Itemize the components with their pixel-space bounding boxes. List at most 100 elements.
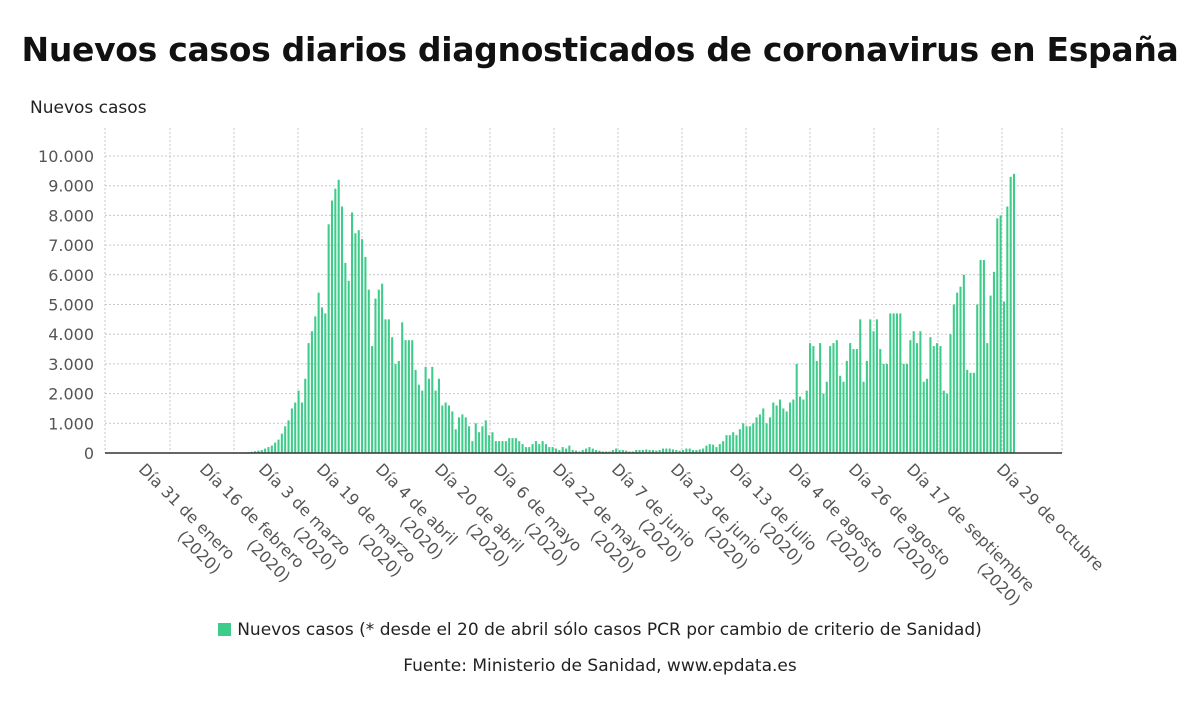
bar: [451, 411, 454, 453]
bar: [929, 337, 932, 453]
bar: [849, 343, 852, 453]
bar: [538, 444, 541, 453]
bar: [287, 420, 290, 453]
bar: [431, 366, 434, 453]
bar: [518, 441, 521, 453]
bar: [320, 307, 323, 453]
bar: [494, 441, 497, 453]
bar: [912, 331, 915, 453]
bar: [778, 399, 782, 453]
bar: [658, 450, 661, 453]
bar: [394, 363, 397, 453]
bar: [397, 360, 400, 453]
bar: [768, 417, 771, 453]
bar: [959, 286, 962, 453]
bar: [895, 313, 899, 453]
bar: [260, 450, 263, 453]
bar: [742, 423, 745, 453]
bar: [875, 319, 878, 453]
bar: [962, 274, 965, 453]
bar: [317, 292, 320, 453]
bar: [571, 450, 574, 453]
bar: [481, 426, 484, 453]
bar: [437, 378, 441, 453]
bar: [357, 230, 360, 453]
bar-series: [234, 173, 1016, 454]
bar: [508, 438, 511, 453]
bar: [474, 423, 477, 453]
bar: [661, 448, 664, 453]
bar: [411, 340, 414, 453]
bar: [354, 233, 357, 453]
bar: [541, 441, 544, 453]
bar: [524, 447, 527, 453]
y-tick-label: 9.000: [48, 177, 94, 196]
bar: [732, 432, 735, 453]
bar: [822, 393, 825, 453]
bar: [447, 405, 451, 453]
bar: [715, 447, 718, 453]
bar: [534, 441, 537, 453]
bar: [641, 450, 644, 453]
bar: [782, 408, 785, 453]
bar: [347, 280, 350, 453]
bar: [802, 399, 805, 453]
source-note: Fuente: Ministerio de Sanidad, www.epdat…: [403, 656, 797, 676]
bar: [531, 444, 534, 453]
bar: [956, 292, 959, 453]
y-tick-label: 10.000: [38, 147, 94, 166]
bar: [902, 363, 905, 453]
bar: [404, 340, 407, 453]
y-tick-label: 4.000: [48, 325, 94, 344]
bar: [992, 271, 995, 453]
bar: [819, 343, 822, 453]
bar: [932, 346, 935, 453]
bar: [290, 408, 293, 453]
bar: [919, 331, 922, 453]
bar: [698, 449, 701, 453]
bar: [842, 381, 845, 453]
bar: [498, 441, 501, 453]
bar: [635, 450, 638, 453]
bar: [645, 449, 648, 453]
legend: Nuevos casos (* desde el 20 de abril sól…: [0, 620, 1200, 640]
bar: [478, 432, 481, 453]
bar: [758, 414, 761, 453]
bar: [575, 450, 578, 453]
bar: [568, 445, 571, 453]
bar: [254, 451, 257, 453]
bar: [909, 340, 912, 453]
legend-label: Nuevos casos (* desde el 20 de abril sól…: [237, 620, 982, 640]
bar: [996, 218, 999, 453]
y-tick-label: 2.000: [48, 385, 94, 404]
bar: [384, 319, 387, 453]
bar: [585, 448, 588, 453]
bar: [284, 426, 287, 453]
bar: [441, 405, 444, 453]
bar: [588, 447, 591, 453]
bar: [989, 295, 992, 453]
legend-swatch: [218, 623, 232, 636]
bar: [812, 346, 815, 453]
bar: [772, 402, 775, 453]
bar: [314, 316, 317, 453]
bar: [678, 450, 681, 453]
y-tick-label: 0: [84, 444, 94, 463]
bar: [705, 445, 708, 453]
bar: [484, 420, 487, 453]
bar: [735, 435, 738, 453]
bar: [461, 414, 464, 453]
bar: [434, 390, 437, 453]
bar: [387, 319, 390, 453]
bar: [421, 390, 424, 453]
bar: [297, 390, 300, 453]
bar: [879, 349, 882, 453]
bar: [554, 448, 558, 453]
bar: [591, 448, 594, 453]
bar: [351, 212, 354, 453]
bar: [926, 378, 929, 453]
y-tick-label: 5.000: [48, 296, 94, 315]
y-axis-label: Nuevos casos: [30, 98, 147, 118]
bar: [581, 450, 584, 453]
bar: [859, 319, 862, 453]
